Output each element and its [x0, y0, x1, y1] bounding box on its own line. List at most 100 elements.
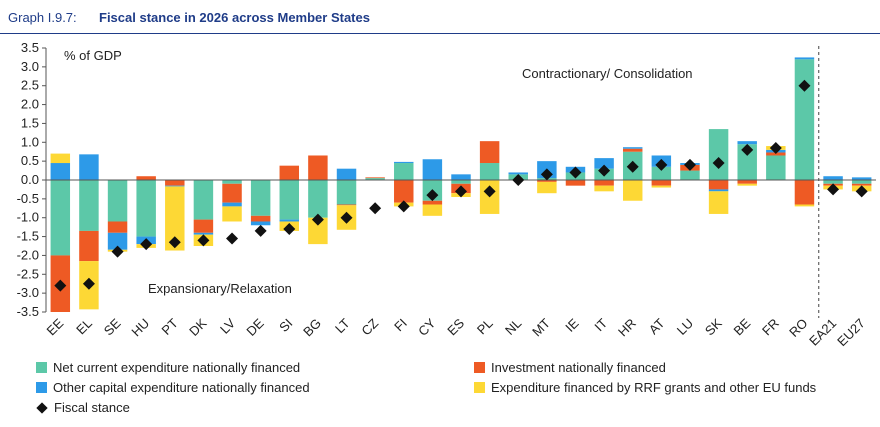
bar-de-net-current	[250, 180, 271, 216]
legend-label-fiscal-stance: Fiscal stance	[54, 400, 130, 415]
bar-bg-investment	[308, 155, 328, 180]
bar-it-other-capital	[594, 158, 614, 169]
bar-pt-rrf	[165, 186, 185, 251]
bar-ee-rrf	[50, 153, 71, 164]
bar-el-net-current	[79, 180, 99, 231]
bar-de-investment	[250, 215, 271, 222]
annotation-contractionary: Contractionary/ Consolidation	[522, 66, 693, 81]
x-tick-label-de: DE	[243, 315, 267, 339]
bar-se-net-current	[107, 180, 128, 222]
bar-fi-investment	[394, 180, 414, 203]
y-tick-label: 0.0	[21, 172, 39, 187]
fiscal-stance-marker-ro	[798, 79, 811, 92]
x-tick-label-eu27: EU27	[834, 316, 868, 350]
fiscal-stance-marker-ie	[569, 166, 582, 179]
x-tick-label-mt: MT	[529, 315, 553, 339]
legend-item-rrf: Expenditure financed by RRF grants and o…	[474, 380, 816, 395]
bar-pt-other-capital	[165, 185, 185, 187]
fiscal-stance-marker-sk	[712, 157, 725, 170]
bar-cy-rrf	[422, 204, 443, 216]
x-tick-label-si: SI	[276, 316, 295, 335]
bar-eu27-investment	[851, 183, 872, 186]
fiscal-stance-marker-lv	[226, 232, 239, 245]
legend-item-fiscal-stance: Fiscal stance	[36, 400, 130, 415]
fiscal-stance-marker-fr	[769, 141, 782, 154]
bar-eu27-other-capital	[851, 177, 872, 180]
x-tick-label-pt: PT	[159, 315, 181, 337]
bar-pl-net-current	[479, 163, 500, 180]
bar-el-other-capital	[79, 154, 99, 180]
fiscal-stance-marker-bg	[311, 213, 324, 226]
fiscal-stance-marker-pl	[483, 185, 496, 198]
bar-se-other-capital	[107, 232, 128, 250]
fiscal-stance-marker-ee	[54, 279, 67, 292]
bar-at-investment	[651, 180, 672, 186]
bar-ee-net-current	[50, 180, 71, 256]
bar-pt-investment	[165, 180, 185, 186]
fiscal-stance-marker-at	[655, 158, 668, 171]
x-tick-label-cz: CZ	[358, 315, 381, 338]
x-tick-label-dk: DK	[186, 315, 210, 339]
x-tick-label-ee: EE	[44, 315, 67, 338]
x-tick-label-bg: BG	[300, 316, 324, 340]
fiscal-stance-marker-si	[283, 223, 296, 236]
bar-lu-net-current	[680, 170, 700, 180]
bar-ro-net-current	[794, 59, 815, 180]
y-tick-label: -0.5	[17, 191, 39, 206]
chart-title: Fiscal stance in 2026 across Member Stat…	[99, 10, 370, 25]
bar-lv-investment	[222, 183, 242, 203]
bar-sk-other-capital	[708, 189, 729, 192]
bar-ea21-other-capital	[823, 176, 843, 180]
bar-be-investment	[737, 180, 757, 184]
bar-hr-rrf	[622, 180, 643, 201]
bar-cz-net-current	[365, 178, 385, 180]
bar-de-other-capital	[250, 221, 271, 226]
bar-hu-net-current	[136, 180, 156, 237]
bar-el-investment	[79, 230, 99, 262]
x-tick-label-at: AT	[646, 315, 668, 337]
y-tick-label: -3.0	[17, 285, 39, 300]
x-tick-label-lt: LT	[332, 315, 353, 336]
fiscal-stance-marker-nl	[512, 174, 525, 186]
x-tick-label-fi: FI	[391, 316, 410, 335]
bar-pl-investment	[479, 141, 500, 164]
bar-cy-other-capital	[422, 159, 443, 180]
x-tick-label-ea21: EA21	[806, 316, 839, 349]
y-tick-label: 0.5	[21, 153, 39, 168]
fiscal-stance-marker-eu27	[855, 185, 868, 198]
bar-fi-net-current	[394, 163, 414, 180]
bar-si-other-capital	[279, 219, 300, 222]
bar-mt-rrf	[537, 181, 557, 194]
x-tick-label-hr: HR	[615, 316, 639, 340]
x-tick-label-el: EL	[73, 316, 95, 338]
legend-item-investment: Investment nationally financed	[474, 360, 666, 375]
y-tick-label: -2.5	[17, 266, 39, 281]
legend-label-net-current: Net current expenditure nationally finan…	[53, 360, 301, 375]
x-tick-label-fr: FR	[759, 316, 782, 339]
legend-diamond-fiscal-stance	[36, 401, 48, 414]
bar-at-net-current	[651, 166, 672, 180]
y-tick-label: -3.5	[17, 304, 39, 319]
bar-dk-net-current	[193, 180, 214, 220]
x-tick-label-nl: NL	[502, 316, 524, 338]
bar-lv-net-current	[222, 180, 242, 184]
stacked-bar-chart: 3.5 3.0 2.5 2.0 1.5 1.0 0.5 0.0 -0.5 -1.0 -1.5 -2.0…	[17, 40, 876, 350]
y-tick-label: 3.5	[21, 40, 39, 55]
fiscal-stance-marker-el	[82, 277, 95, 290]
legend-swatch-net-current	[36, 362, 47, 373]
x-tick-label-lv: LV	[217, 315, 238, 336]
bar-sk-rrf	[708, 191, 729, 214]
bar-it-rrf	[594, 185, 614, 192]
bar-ro-other-capital	[794, 57, 815, 60]
fiscal-stance-marker-lt	[340, 211, 353, 224]
bar-ro-rrf	[794, 204, 815, 207]
bar-eu27-net-current	[851, 180, 872, 184]
fiscal-stance-marker-pt	[168, 236, 181, 249]
bar-si-investment	[279, 165, 300, 180]
annotation-expansionary: Expansionary/Relaxation	[148, 281, 292, 296]
x-tick-label-es: ES	[444, 315, 467, 338]
bar-se-investment	[107, 221, 128, 233]
legend-label-rrf: Expenditure financed by RRF grants and o…	[491, 380, 817, 395]
legend-label-investment: Investment nationally financed	[491, 360, 666, 375]
x-tick-label-it: IT	[591, 315, 610, 334]
